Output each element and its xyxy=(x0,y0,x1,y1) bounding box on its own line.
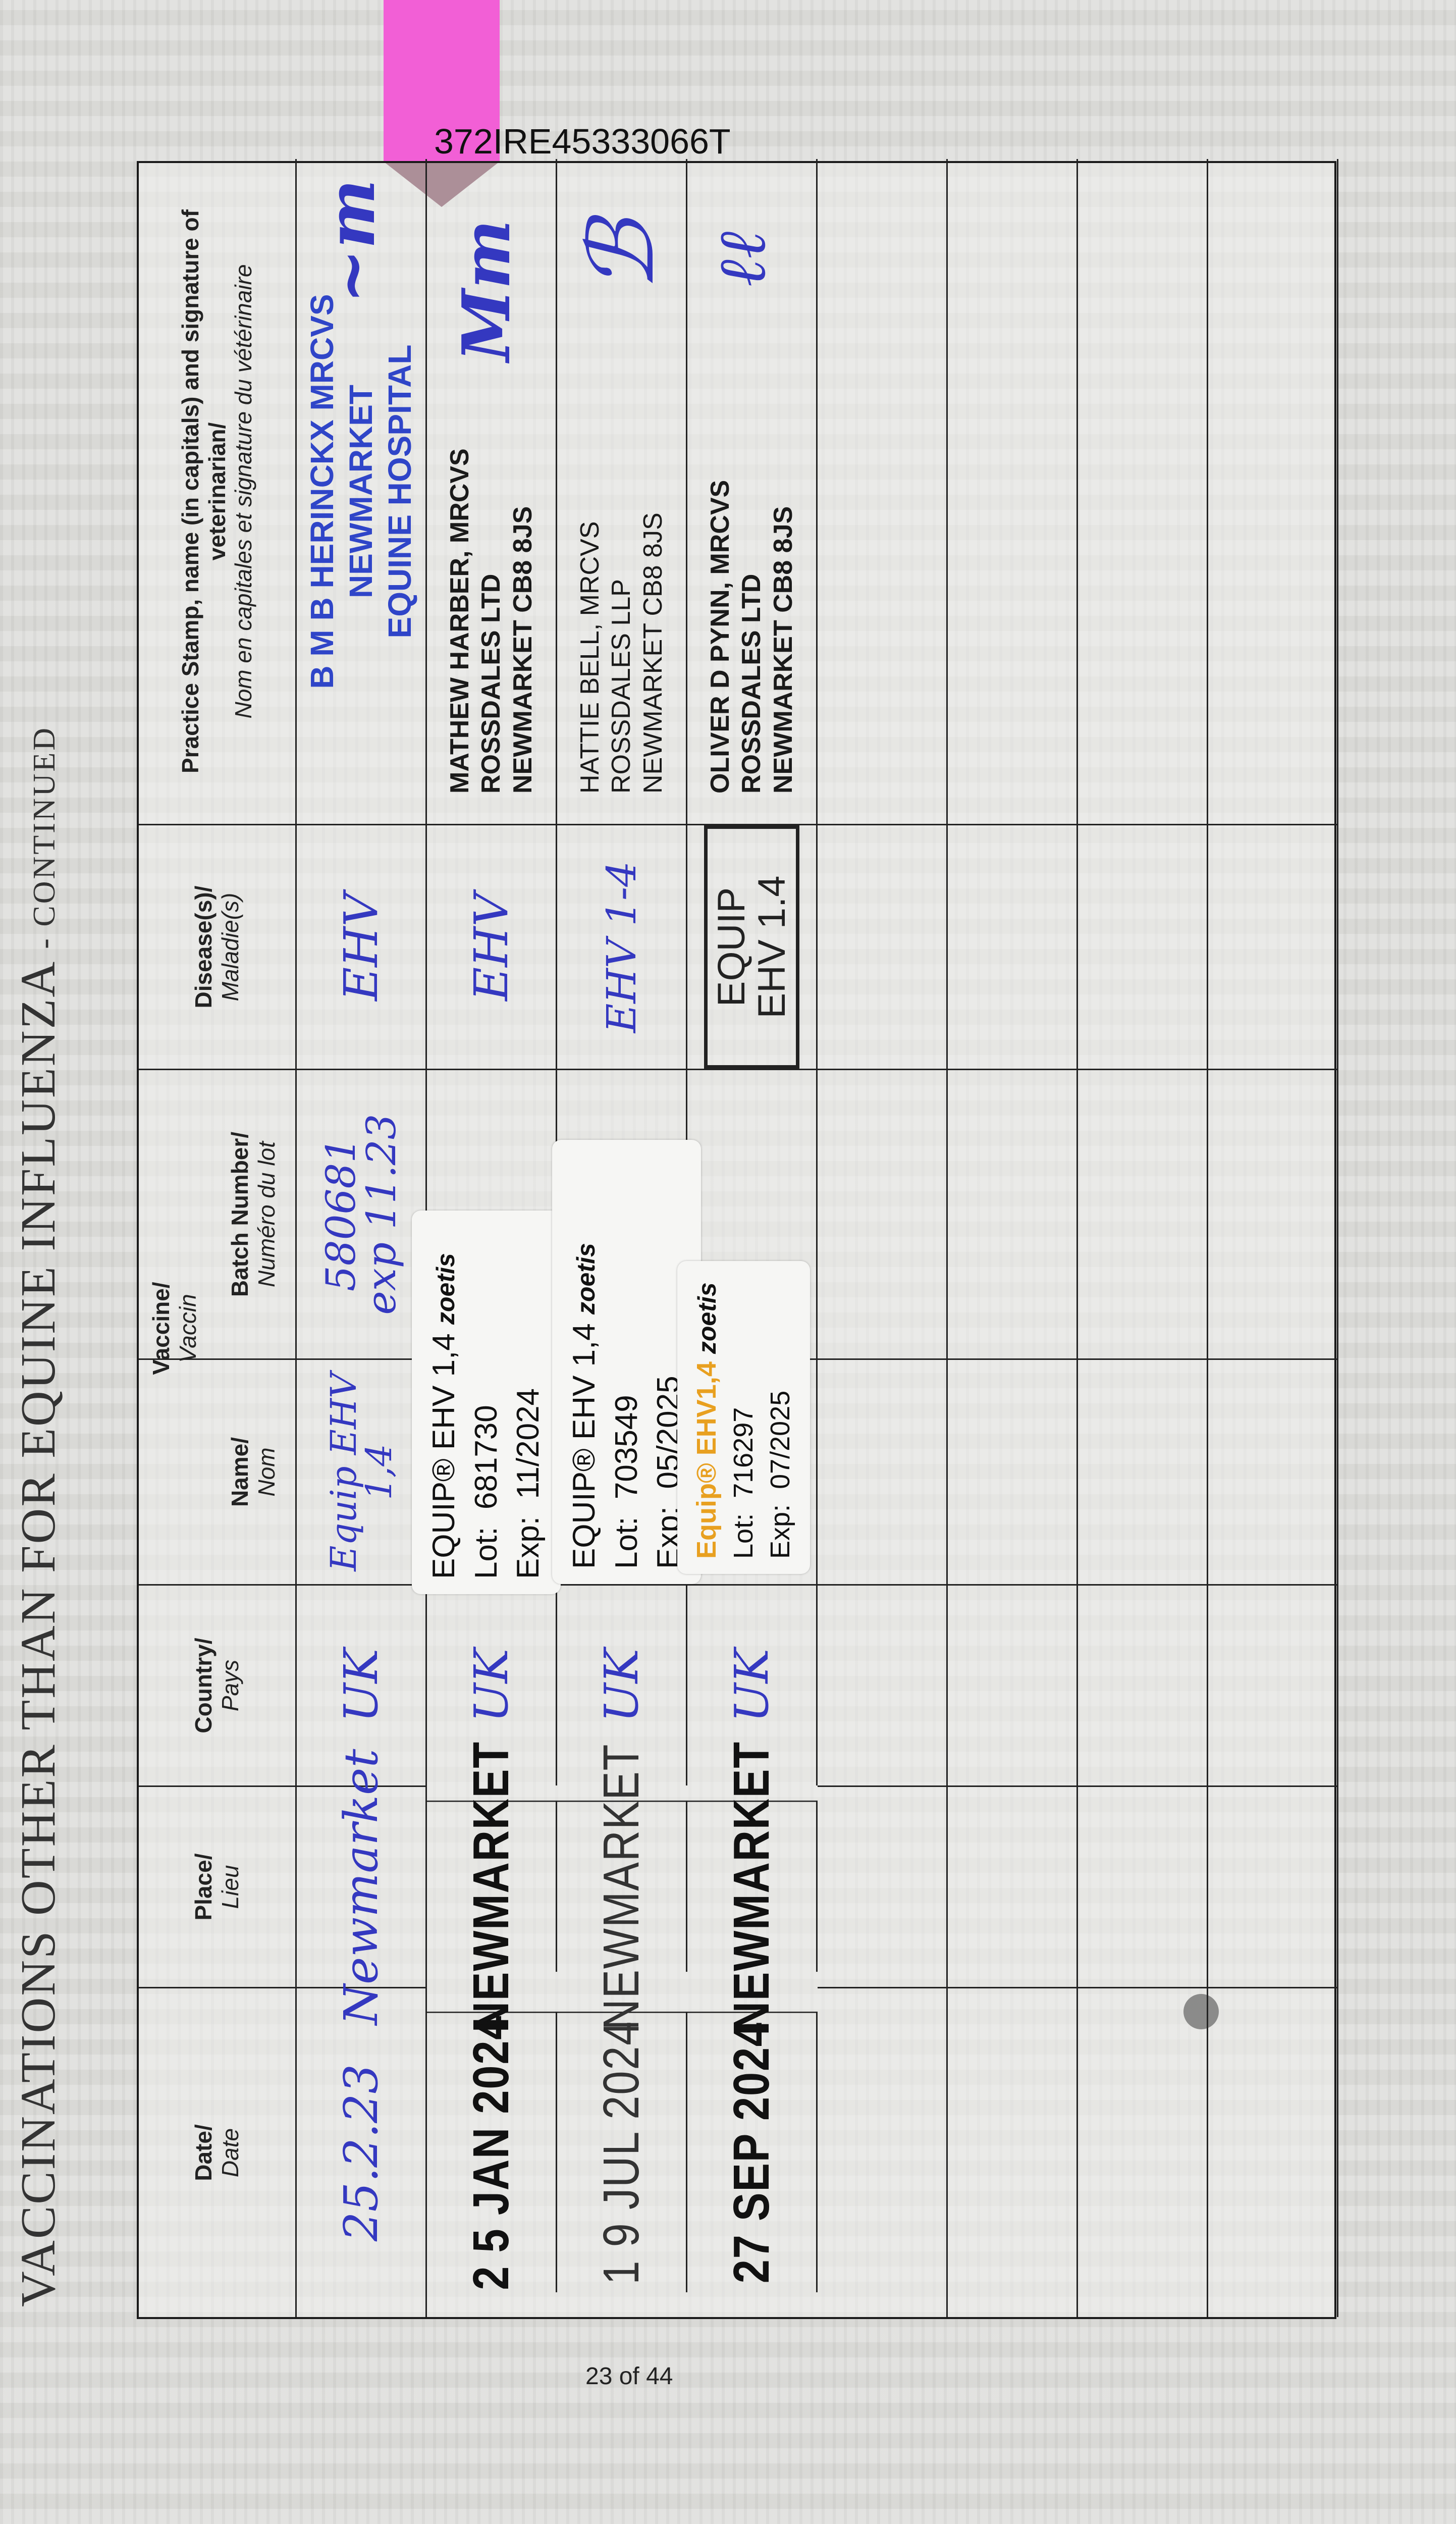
empty-cell-row8[interactable] xyxy=(1208,1358,1338,1584)
row4-vet-stamp: OLIVER D PYNN, MRCVS ROSSDALES LTD NEWMARK… xyxy=(687,159,818,824)
empty-cell-row6[interactable] xyxy=(948,1987,1078,2317)
row4-disease: EQUIP EHV 1.4 xyxy=(687,824,818,1069)
disease-stamp: EQUIP EHV 1.4 xyxy=(704,825,800,1069)
vaccination-table: Date/Date Place/Lieu Country/Pays Name/N… xyxy=(137,159,1338,2319)
header-date: Date/Date xyxy=(139,1987,297,2317)
empty-cell-row8[interactable] xyxy=(1208,159,1338,824)
row1-name: Equip EHV 1,4 xyxy=(297,1358,427,1584)
empty-cell-row8[interactable] xyxy=(1208,1987,1338,2317)
empty-cell-row6[interactable] xyxy=(948,1358,1078,1584)
header-place: Place/Lieu xyxy=(139,1785,297,1987)
header-vaccine: Vaccine/ Vaccin xyxy=(142,1071,207,1586)
page-title-text: VACCINATIONS OTHER THAN FOR EQUINE INFLU… xyxy=(11,963,66,2307)
row1-place: Newmarket xyxy=(297,1749,427,2025)
vet-signature: ℓℓ xyxy=(703,230,780,286)
empty-cell-row5[interactable] xyxy=(818,824,948,1069)
empty-cell-row8[interactable] xyxy=(1208,824,1338,1069)
row3-place: NEWMARKET xyxy=(557,1744,687,2030)
row3-name: EQUIP® EHV 1,4 zoetis Lot: 703549 Exp: 0… xyxy=(552,1140,702,1584)
page-title-suffix: - CONTINUED xyxy=(27,725,62,949)
empty-cell-row6[interactable] xyxy=(948,1785,1078,1987)
empty-cell-row6[interactable] xyxy=(948,159,1078,824)
row2-country: UK xyxy=(427,1584,557,1785)
row3-date: 1 9 JUL 2024 xyxy=(557,2012,687,2292)
row4-country: UK xyxy=(687,1584,818,1785)
empty-cell-row8[interactable] xyxy=(1208,1069,1338,1358)
row3-country: UK xyxy=(557,1584,687,1785)
page-title: VACCINATIONS OTHER THAN FOR EQUINE INFLU… xyxy=(10,162,71,2307)
row4-name: Equip® EHV1,4 zoetis Lot: 716297 Exp: 07… xyxy=(677,1261,818,1584)
row2-name: EQUIP® EHV 1,4 zoetis Lot: 681730 Exp: 1… xyxy=(412,1211,561,1594)
empty-cell-row7[interactable] xyxy=(1078,1584,1208,1785)
empty-cell-row7[interactable] xyxy=(1078,159,1208,824)
empty-cell-row5[interactable] xyxy=(818,1069,948,1358)
vaccine-sticker: Equip® EHV1,4 zoetis Lot: 716297 Exp: 07… xyxy=(677,1261,810,1574)
row3-disease: EHV 1-4 xyxy=(557,824,687,1069)
vet-signature: ℬ xyxy=(569,220,674,291)
empty-cell-row6[interactable] xyxy=(948,1069,1078,1358)
page-number: 23 of 44 xyxy=(585,2363,673,2390)
row4-date: 27 SEP 2024 xyxy=(687,2012,818,2292)
row1-country: UK xyxy=(297,1584,427,1785)
empty-cell-row7[interactable] xyxy=(1078,824,1208,1069)
header-country: Country/Pays xyxy=(139,1584,297,1785)
empty-cell-row5[interactable] xyxy=(818,1987,948,2317)
row2-disease: EHV xyxy=(427,824,557,1069)
row2-date: 2 5 JAN 2024 xyxy=(427,2012,557,2292)
vet-signature: ~m xyxy=(312,179,390,304)
empty-cell-row8[interactable] xyxy=(1208,1785,1338,1987)
empty-cell-row5[interactable] xyxy=(818,1358,948,1584)
header-vaccine-label-fr: Vaccin xyxy=(175,1294,201,1363)
empty-cell-row7[interactable] xyxy=(1078,1358,1208,1584)
row2-vet-stamp: MATHEW HARBER, MRCVS ROSSDALES LTD NEWMARK… xyxy=(427,159,557,824)
header-vaccine-label: Vaccine/ xyxy=(148,1282,175,1375)
header-vet: Practice Stamp, name (in capitals) and s… xyxy=(139,159,297,824)
passport-number: 372IRE45333066T xyxy=(434,122,731,161)
empty-cell-row5[interactable] xyxy=(818,1584,948,1785)
row1-vet-stamp: B M B HERINCKX MRCVS NEWMARKET EQUINE HOSP… xyxy=(297,159,427,824)
row1-date: 25.2.23 xyxy=(297,1987,427,2317)
row4-place: NEWMARKET xyxy=(687,1741,818,2032)
vaccine-sticker: EQUIP® EHV 1,4 zoetis Lot: 681730 Exp: 1… xyxy=(412,1211,561,1594)
empty-cell-row5[interactable] xyxy=(818,1785,948,1987)
empty-cell-row6[interactable] xyxy=(948,824,1078,1069)
row1-disease: EHV xyxy=(297,824,427,1069)
row1-batch: 580681 exp 11.23 xyxy=(297,1069,427,1358)
empty-cell-row5[interactable] xyxy=(818,159,948,824)
row2-place: NEWMARKET xyxy=(427,1741,557,2032)
empty-cell-row8[interactable] xyxy=(1208,1584,1338,1785)
header-disease: Disease(s)/Maladie(s) xyxy=(139,824,297,1069)
empty-cell-row7[interactable] xyxy=(1078,1785,1208,1987)
empty-cell-row7[interactable] xyxy=(1078,1987,1208,2317)
vet-signature: Mm xyxy=(448,220,525,362)
empty-cell-row7[interactable] xyxy=(1078,1069,1208,1358)
row3-vet-stamp: HATTIE BELL, MRCVS ROSSDALES LLP NEWMARKET… xyxy=(557,159,687,824)
empty-cell-row6[interactable] xyxy=(948,1584,1078,1785)
